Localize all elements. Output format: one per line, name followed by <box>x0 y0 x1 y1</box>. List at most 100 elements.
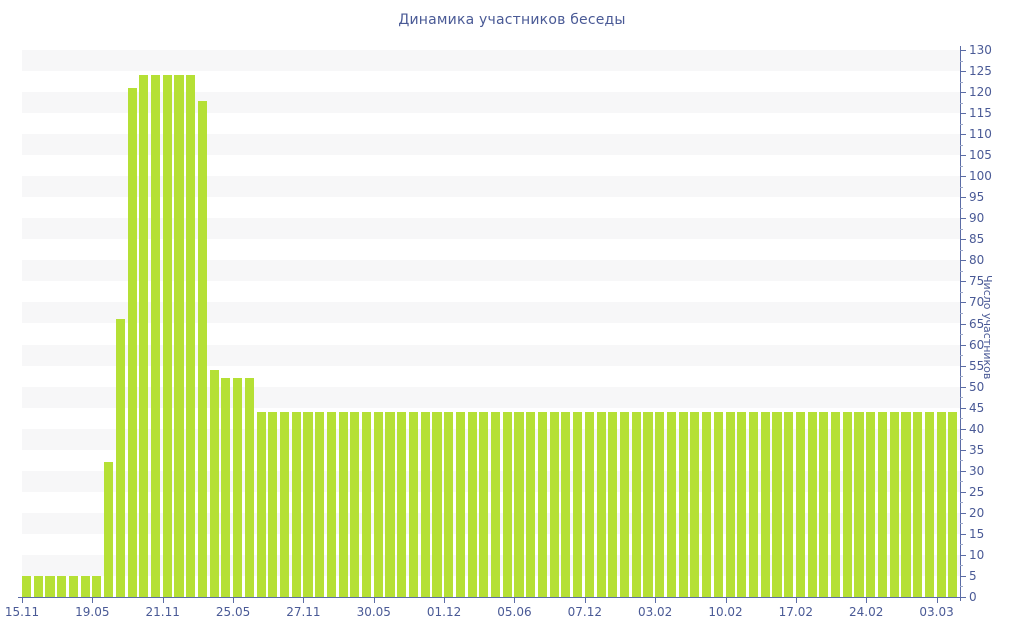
bar[interactable] <box>338 411 348 597</box>
bar[interactable] <box>913 411 923 597</box>
bar[interactable] <box>291 411 301 597</box>
bar[interactable] <box>256 411 266 597</box>
bar[interactable] <box>408 411 419 597</box>
bar[interactable] <box>362 411 372 597</box>
bar[interactable] <box>748 411 759 597</box>
y-tick-minor <box>960 249 963 251</box>
bar[interactable] <box>737 411 747 597</box>
bar[interactable] <box>702 411 712 597</box>
bar[interactable] <box>162 75 172 597</box>
y-tick-label: 85 <box>969 232 985 247</box>
bar[interactable] <box>315 411 325 597</box>
bar[interactable] <box>139 75 149 597</box>
bar[interactable] <box>502 411 512 597</box>
bar[interactable] <box>514 411 524 597</box>
bar[interactable] <box>479 411 489 597</box>
y-tick <box>960 260 966 262</box>
y-tick <box>960 575 966 577</box>
bar[interactable] <box>174 75 184 597</box>
bar[interactable] <box>819 411 829 597</box>
bar[interactable] <box>655 411 665 597</box>
bar[interactable] <box>127 87 137 597</box>
bar[interactable] <box>22 575 32 597</box>
bar[interactable] <box>596 411 606 597</box>
bar[interactable] <box>244 378 254 597</box>
bar[interactable] <box>901 411 911 597</box>
bar[interactable] <box>948 411 958 597</box>
bar[interactable] <box>455 411 465 597</box>
bar[interactable] <box>397 411 407 597</box>
y-tick-label: 50 <box>969 379 985 394</box>
bar[interactable] <box>150 75 161 597</box>
bar[interactable] <box>784 411 794 597</box>
bar[interactable] <box>924 411 934 597</box>
bar[interactable] <box>80 575 90 597</box>
bar[interactable] <box>713 411 723 597</box>
bar[interactable] <box>889 411 899 597</box>
bar[interactable] <box>666 411 677 597</box>
bar[interactable] <box>772 411 782 597</box>
bar[interactable] <box>326 411 336 597</box>
bar[interactable] <box>807 411 817 597</box>
bar[interactable] <box>936 411 946 597</box>
bar[interactable] <box>678 411 688 597</box>
bar[interactable] <box>573 411 583 597</box>
bar[interactable] <box>467 411 477 597</box>
y-tick-label: 100 <box>969 169 992 184</box>
bar[interactable] <box>385 411 395 597</box>
bar[interactable] <box>795 411 805 597</box>
x-tick <box>866 597 868 603</box>
bar[interactable] <box>303 411 313 597</box>
y-tick-label: 55 <box>969 358 985 373</box>
y-tick-label: 15 <box>969 526 985 541</box>
bar[interactable] <box>209 369 219 597</box>
x-tick-label: 10.02 <box>708 605 743 619</box>
bar[interactable] <box>33 575 43 597</box>
bar[interactable] <box>373 411 383 597</box>
bar[interactable] <box>268 411 278 597</box>
y-tick <box>960 344 966 346</box>
bar[interactable] <box>549 411 559 597</box>
bar[interactable] <box>68 575 79 597</box>
bar[interactable] <box>104 462 114 597</box>
bar[interactable] <box>526 411 536 597</box>
bar[interactable] <box>561 411 571 597</box>
bar[interactable] <box>233 378 243 597</box>
bar[interactable] <box>444 411 454 597</box>
bar[interactable] <box>491 411 501 597</box>
bar[interactable] <box>760 411 770 597</box>
bar[interactable] <box>186 75 196 597</box>
bar[interactable] <box>537 411 548 597</box>
bar[interactable] <box>57 575 67 597</box>
bar[interactable] <box>608 411 618 597</box>
grid-band <box>22 92 960 114</box>
bar[interactable] <box>115 319 125 597</box>
bar[interactable] <box>831 411 841 597</box>
x-tick-label: 15.11 <box>4 605 40 619</box>
bar[interactable] <box>45 575 55 597</box>
bar[interactable] <box>279 411 290 597</box>
y-tick <box>960 302 966 304</box>
bar[interactable] <box>420 411 430 597</box>
bar[interactable] <box>350 411 360 597</box>
bar[interactable] <box>631 411 641 597</box>
bar[interactable] <box>619 411 630 597</box>
x-tick <box>373 597 375 603</box>
bar[interactable] <box>643 411 653 597</box>
bar[interactable] <box>690 411 700 597</box>
bar[interactable] <box>584 411 594 597</box>
x-tick <box>233 597 235 603</box>
bar[interactable] <box>725 411 735 597</box>
bar[interactable] <box>221 378 231 597</box>
bar[interactable] <box>197 100 208 597</box>
bar[interactable] <box>842 411 852 597</box>
y-tick <box>960 155 966 157</box>
y-tick-label: 60 <box>969 337 985 352</box>
bar[interactable] <box>866 411 876 597</box>
bar[interactable] <box>877 411 888 597</box>
bar[interactable] <box>432 411 442 597</box>
bar[interactable] <box>854 411 864 597</box>
x-tick-label: 03.02 <box>637 605 673 619</box>
bar[interactable] <box>92 575 102 597</box>
